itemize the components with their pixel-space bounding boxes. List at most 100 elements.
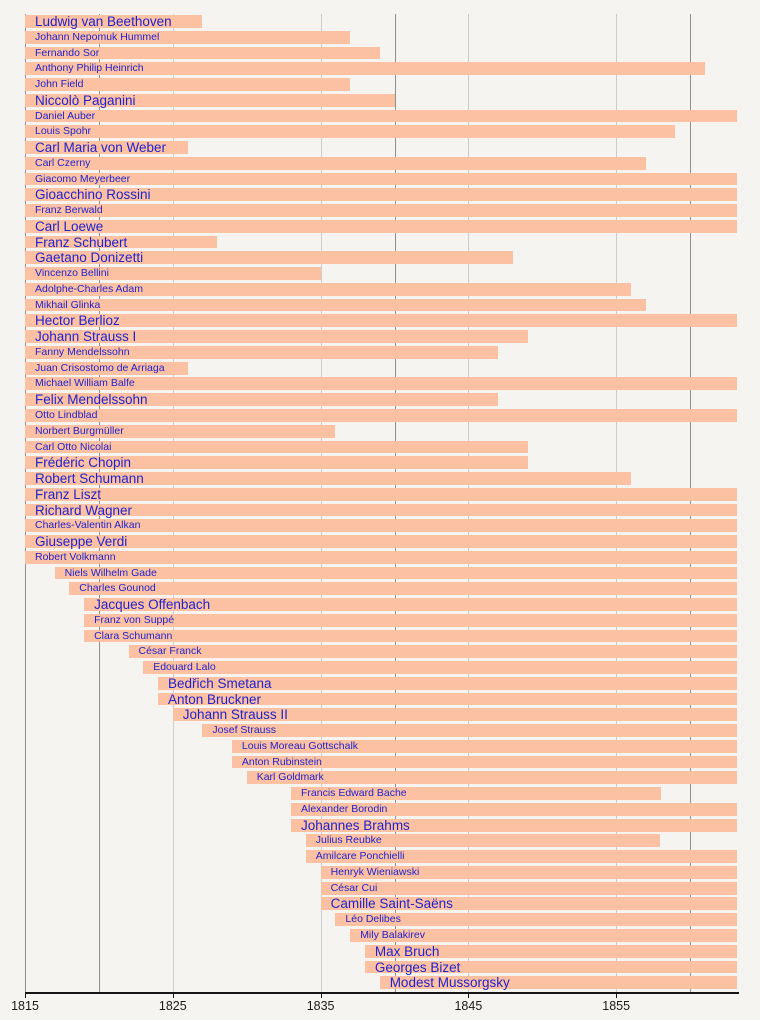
composer-label[interactable]: Charles-Valentin Alkan — [35, 519, 141, 532]
lifespan-bar — [25, 251, 513, 265]
composer-label[interactable]: Anton Bruckner — [168, 691, 262, 707]
lifespan-bar — [25, 172, 738, 186]
composer-label[interactable]: Mikhail Glinka — [35, 298, 101, 311]
lifespan-bar — [25, 535, 738, 548]
composer-label[interactable]: Max Bruch — [374, 943, 440, 959]
composer-label[interactable]: Johann Nepomuk Hummel — [35, 30, 160, 43]
lifespan-bar — [25, 46, 380, 60]
gridline-1855 — [616, 14, 618, 992]
composer-label[interactable]: Fanny Mendelssohn — [35, 345, 130, 358]
composer-label[interactable]: Adolphe-Charles Adam — [35, 282, 143, 295]
composer-label[interactable]: Robert Schumann — [35, 471, 144, 486]
gridline-1820 — [98, 14, 100, 992]
composer-label[interactable]: Francis Edward Bache — [301, 787, 407, 800]
composer-label[interactable]: Franz von Suppé — [94, 613, 175, 626]
composer-label[interactable]: Mily Balakirev — [360, 929, 425, 941]
composer-label[interactable]: Felix Mendelssohn — [35, 392, 148, 408]
composer-label[interactable]: Henryk Wieniawski — [330, 865, 420, 878]
composer-label[interactable]: Louis Spohr — [35, 125, 92, 138]
composer-label[interactable]: Georges Bizet — [374, 959, 461, 975]
composer-label[interactable]: César Cui — [330, 881, 378, 894]
axis-tick-1825 — [172, 993, 174, 998]
composer-label[interactable]: Niccolò Paganini — [35, 92, 136, 108]
axis-tick-label: 1855 — [602, 999, 631, 1013]
lifespan-bar — [128, 645, 738, 659]
composer-label[interactable]: Daniel Auber — [35, 109, 96, 122]
axis-tick-label: 1835 — [306, 999, 335, 1013]
composer-label[interactable]: Carl Maria von Weber — [35, 140, 167, 156]
composer-label[interactable]: Robert Volkmann — [35, 550, 116, 563]
lifespan-bar — [25, 345, 498, 359]
composer-label[interactable]: Otto Lindblad — [35, 408, 98, 421]
gridline-1845 — [468, 14, 470, 992]
lifespan-bar — [25, 330, 528, 344]
lifespan-bar — [320, 897, 738, 911]
composer-label[interactable]: Johann Strauss II — [182, 707, 288, 723]
composer-label[interactable]: John Field — [35, 78, 84, 90]
lifespan-bar — [158, 676, 738, 690]
gridline-1835 — [320, 14, 322, 992]
lifespan-bar — [350, 929, 738, 942]
lifespan-bar — [305, 834, 661, 848]
lifespan-bar — [25, 314, 738, 328]
lifespan-bar — [25, 282, 631, 296]
composer-label[interactable]: Léo Delibes — [345, 913, 401, 926]
lifespan-bar — [25, 125, 676, 139]
composer-label[interactable]: Louis Moreau Gottschalk — [241, 739, 359, 752]
composer-label[interactable]: Anthony Philip Heinrich — [35, 62, 144, 75]
composer-label[interactable]: Camille Saint-Saëns — [330, 896, 453, 912]
composer-label[interactable]: Julius Reubke — [315, 834, 382, 847]
composer-label[interactable]: Josef Strauss — [212, 724, 277, 737]
axis-tick-label: 1845 — [454, 999, 483, 1013]
composer-label[interactable]: Giacomo Meyerbeer — [35, 172, 131, 185]
composer-label[interactable]: Bedřich Smetana — [168, 675, 272, 691]
composer-label[interactable]: Richard Wagner — [35, 502, 133, 518]
composer-label[interactable]: Norbert Burgmüller — [35, 424, 124, 437]
composer-label[interactable]: Juan Crisostomo de Arriaga — [35, 361, 165, 374]
lifespan-bar — [84, 629, 738, 643]
lifespan-bar — [25, 440, 528, 454]
composer-label[interactable]: Ludwig van Beethoven — [35, 14, 172, 29]
lifespan-bar — [143, 661, 738, 674]
composer-label[interactable]: Clara Schumann — [94, 629, 173, 642]
lifespan-bar — [158, 692, 738, 706]
composer-label[interactable]: Gioacchino Rossini — [35, 187, 151, 203]
composer-label[interactable]: Giuseppe Verdi — [35, 534, 128, 549]
lifespan-bar — [25, 156, 646, 170]
composer-label[interactable]: Johann Strauss I — [35, 329, 137, 345]
composer-label[interactable]: Carl Otto Nicolai — [35, 440, 112, 453]
composer-label[interactable]: Alexander Borodin — [301, 802, 388, 815]
composer-label[interactable]: Modest Mussorgsky — [389, 975, 510, 991]
lifespan-bar — [25, 472, 631, 485]
composer-label[interactable]: Amilcare Ponchielli — [315, 850, 405, 863]
composer-label[interactable]: Hector Berlioz — [35, 313, 120, 329]
lifespan-bar — [25, 235, 218, 249]
composer-label[interactable]: Vincenzo Bellini — [35, 267, 109, 280]
composer-label[interactable]: Charles Gounod — [79, 582, 156, 595]
axis-tick-1835 — [320, 993, 322, 998]
composer-label[interactable]: Franz Liszt — [35, 486, 102, 502]
composer-label[interactable]: Johannes Brahms — [301, 817, 410, 833]
composer-label[interactable]: Fernando Sor — [35, 46, 100, 59]
composer-label[interactable]: Frédéric Chopin — [35, 455, 132, 471]
axis-tick-1855 — [616, 993, 618, 998]
composer-label[interactable]: Niels Wilhelm Gade — [64, 566, 157, 579]
composer-label[interactable]: Edouard Lalo — [153, 661, 216, 674]
composer-label[interactable]: Carl Czerny — [35, 156, 91, 169]
composer-label[interactable]: Karl Goldmark — [256, 771, 324, 784]
composer-label[interactable]: Carl Loewe — [35, 218, 104, 234]
composer-label[interactable]: Franz Schubert — [35, 234, 128, 250]
lifespan-bar — [25, 503, 738, 517]
composer-label[interactable]: César Franck — [138, 645, 202, 658]
composer-label[interactable]: Franz Berwald — [35, 204, 103, 217]
lifespan-bar — [84, 613, 738, 627]
composer-label[interactable]: Gaetano Donizetti — [35, 250, 144, 266]
lifespan-bar — [25, 30, 351, 44]
composer-label[interactable]: Anton Rubinstein — [241, 755, 322, 768]
composer-label[interactable]: Michael William Balfe — [35, 377, 135, 390]
lifespan-bar — [25, 550, 738, 564]
lifespan-bar — [25, 109, 738, 123]
composer-label[interactable]: Jacques Offenbach — [94, 597, 211, 612]
axis-tick-1845 — [468, 993, 470, 998]
